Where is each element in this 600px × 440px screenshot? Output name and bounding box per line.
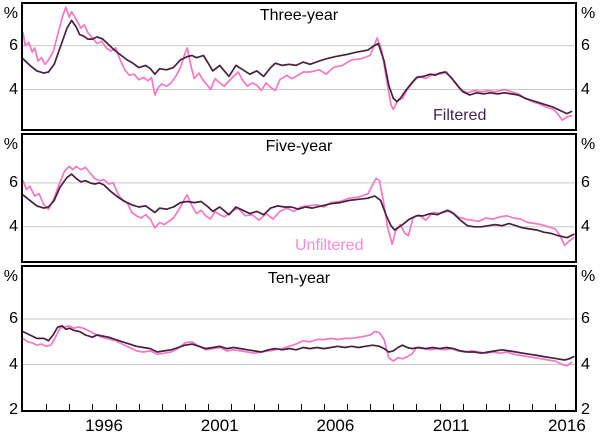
x-tick-label: 2016 [547,416,586,435]
x-tick-mark [347,404,349,410]
x-tick-mark [115,404,117,410]
x-tick-mark [323,404,325,410]
y-tick-label-right: 4 [581,80,590,98]
x-tick-label: 2011 [432,416,470,435]
y-tick-label-left: 2 [9,401,18,418]
x-tick-mark [532,404,534,410]
y-tick-label-left: 6 [9,310,18,328]
x-tick-mark [161,404,163,410]
y-axis-unit-left: % [3,136,18,153]
panel-title-ten-year: Ten-year [267,270,331,287]
five-year-plot [23,165,575,247]
y-tick-label-left: 4 [9,80,18,98]
panel-five-year: Five-year Unfiltered [21,133,577,263]
x-tick-mark [46,404,48,410]
filtered-series-line [23,325,575,361]
y-tick-label-left: 6 [9,36,18,54]
x-tick-label: 2001 [200,416,239,435]
y-tick-label-right: 4 [581,217,590,235]
y-axis-unit-right: % [581,5,596,22]
y-axis-unit-right: % [581,136,596,153]
x-tick-label: 1996 [85,416,123,435]
ten-year-plot [23,318,575,367]
x-tick-mark [393,404,395,410]
x-tick-mark [185,404,186,410]
y-axis-unit-left: % [3,268,18,285]
y-tick-label-right: 6 [581,36,590,54]
panel-three-year: Three-year Filtered [21,2,577,131]
y-tick-label-right: 6 [581,310,590,328]
y-tick-label-left: 6 [9,173,18,191]
y-axis-unit-right: % [581,268,596,285]
panel-ten-year: Ten-year [21,265,577,412]
unfiltered-series-label: Unfiltered [295,237,364,254]
unfiltered-series-line [23,325,573,367]
filtered-series-line [23,19,573,115]
x-tick-mark [439,404,441,410]
x-tick-mark [462,404,464,410]
panel-title-five-year: Five-year [265,138,333,155]
unfiltered-series-line [23,165,575,247]
x-tick-mark [485,404,487,410]
panel-title-three-year: Three-year [259,7,339,24]
x-tick-mark [370,404,372,410]
x-tick-mark [138,404,140,410]
y-axis-unit-left: % [3,5,18,22]
x-tick-mark [254,404,256,410]
three-year-plot [23,6,575,122]
y-tick-label-right: 4 [581,355,590,373]
x-tick-mark [69,404,71,410]
x-tick-mark [416,404,418,410]
filtered-series-label: Filtered [433,107,487,124]
x-tick-mark [208,404,210,410]
y-tick-label-left: 4 [9,217,18,235]
x-tick-mark [277,404,279,410]
filtered-series-line [23,173,575,239]
x-tick-mark [509,404,511,410]
x-tick-mark [92,404,94,410]
x-tick-label: 2006 [316,416,355,435]
y-tick-label-right: 2 [581,401,590,418]
x-tick-mark [300,404,302,410]
x-tick-mark [231,404,233,410]
y-tick-label-right: 6 [581,173,590,191]
y-tick-label-left: 4 [9,355,18,373]
x-tick-mark [555,404,557,410]
